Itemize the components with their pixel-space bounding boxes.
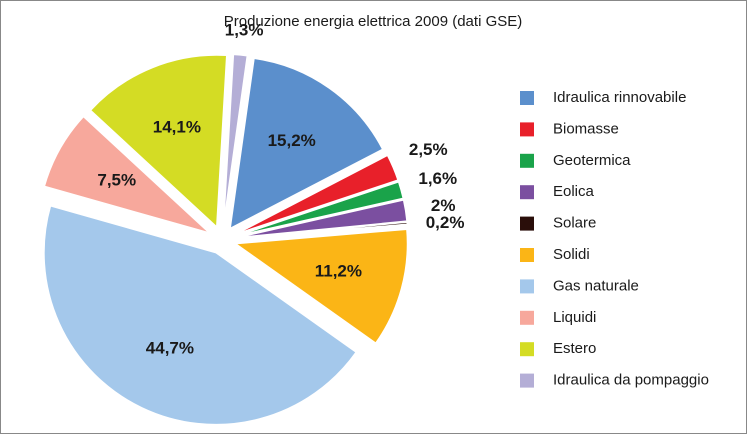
pie-slice bbox=[235, 180, 405, 237]
data-label: 2% bbox=[431, 196, 456, 215]
pie-slice bbox=[233, 228, 409, 345]
legend-label: Estero bbox=[553, 340, 596, 357]
pie-slice bbox=[43, 115, 211, 234]
legend-label: Solare bbox=[553, 215, 596, 232]
legend-swatch bbox=[520, 310, 534, 325]
data-label: 1,6% bbox=[418, 169, 457, 188]
legend-label: Idraulica da pompaggio bbox=[553, 372, 709, 389]
legend-label: Liquidi bbox=[553, 309, 596, 326]
legend-swatch bbox=[520, 279, 534, 294]
legend-label: Biomasse bbox=[553, 120, 619, 137]
legend-swatch bbox=[520, 122, 534, 137]
legend-label: Idraulica rinnovabile bbox=[553, 89, 686, 106]
legend-swatch bbox=[520, 153, 534, 168]
legend-swatch bbox=[520, 91, 534, 105]
pie-slice bbox=[89, 54, 228, 229]
pie-slice bbox=[222, 53, 249, 227]
data-label: 15,2% bbox=[268, 131, 316, 150]
data-label: 14,1% bbox=[153, 118, 201, 137]
legend-swatch bbox=[520, 248, 534, 262]
data-label: 0,2% bbox=[426, 213, 465, 232]
pie-slice bbox=[229, 57, 384, 230]
data-label: 2,5% bbox=[409, 140, 448, 159]
pie-slice bbox=[234, 154, 399, 236]
legend-label: Geotermica bbox=[553, 152, 631, 169]
legend-label: Eolica bbox=[553, 183, 595, 200]
legend-label: Solidi bbox=[553, 246, 590, 263]
pie-slice bbox=[235, 198, 408, 239]
data-label: 44,7% bbox=[146, 338, 194, 357]
data-label: 11,2% bbox=[315, 261, 362, 280]
legend-swatch bbox=[520, 342, 534, 357]
legend-label: Gas naturale bbox=[553, 277, 639, 294]
legend-swatch bbox=[520, 373, 534, 388]
data-label: 1,3% bbox=[225, 21, 264, 40]
pie-slice bbox=[43, 204, 358, 426]
legend-swatch bbox=[520, 216, 534, 231]
legend-swatch bbox=[520, 185, 534, 200]
pie-slice bbox=[235, 221, 409, 240]
data-label: 7,5% bbox=[97, 171, 136, 190]
chart-title: Produzione energia elettrica 2009 (dati … bbox=[224, 13, 523, 30]
